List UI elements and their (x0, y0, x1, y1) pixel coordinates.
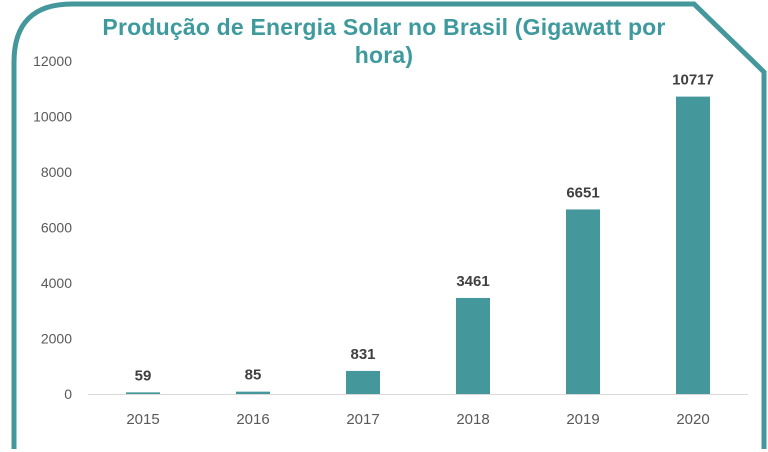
data-label: 6651 (566, 184, 599, 201)
x-tick-label: 2017 (346, 411, 379, 428)
y-tick-label: 10000 (33, 109, 72, 125)
bar-2018 (456, 297, 490, 394)
data-label: 831 (350, 346, 375, 363)
y-tick-label: 8000 (41, 164, 72, 180)
data-label: 10717 (672, 72, 714, 89)
data-label: 59 (135, 367, 152, 384)
x-tick-label: 2018 (456, 411, 489, 428)
bar-2020 (676, 96, 710, 395)
x-tick-label: 2020 (676, 411, 709, 428)
data-label: 3461 (456, 273, 489, 290)
x-tick-label: 2016 (236, 411, 269, 428)
x-tick-label: 2015 (126, 411, 159, 428)
bars (126, 96, 710, 395)
bar-2016 (236, 391, 270, 394)
y-tick-label: 2000 (41, 331, 72, 347)
y-tick-label: 12000 (33, 53, 72, 69)
x-tick-label: 2019 (566, 411, 599, 428)
chart-title-continued: hora) (354, 42, 414, 68)
data-label: 85 (245, 367, 262, 384)
bar-2017 (346, 370, 380, 394)
y-tick-label: 0 (64, 386, 72, 402)
y-tick-label: 4000 (41, 275, 72, 291)
bar-2019 (566, 209, 600, 394)
y-axis-ticks: 0 2000 4000 6000 8000 10000 12000 (33, 53, 72, 402)
data-labels: 59 85 831 3461 6651 10717 (135, 72, 714, 385)
bar-2015 (126, 392, 160, 394)
y-tick-label: 6000 (41, 220, 72, 236)
chart-title: Produção de Energia Solar no Brasil (Gig… (102, 14, 666, 40)
x-axis-ticks: 2015 2016 2017 2018 2019 2020 (126, 411, 709, 428)
